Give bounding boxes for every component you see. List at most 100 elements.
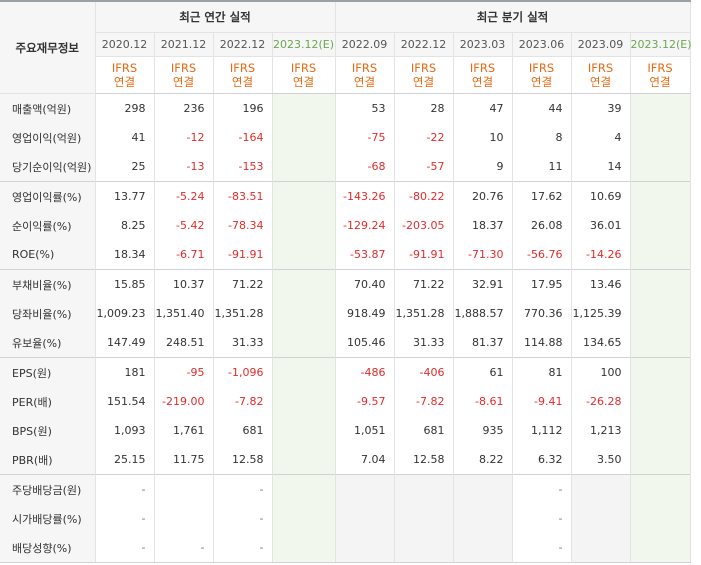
table-cell: -12 [154,123,214,152]
row-label: 시가배당률(%) [0,504,96,533]
table-cell: 1,125.39 [571,299,631,328]
table-cell: 28 [394,93,454,123]
row-label: PBR(배) [0,445,96,475]
table-row: 부채비율(%) 15.85 10.37 71.22 70.40 71.22 32.91 17.… [0,269,691,299]
table-cell: -9.41 [512,387,572,416]
period-header: 2022.12 [213,32,273,57]
table-row: PER(배) 151.54 -219.00 -7.82 -9.57 -7.82 -8.61-… [0,387,691,416]
period-header: 2022.12 [394,32,454,57]
table-cell [630,123,691,152]
period-header: 2023.12(E) [630,32,692,57]
table-cell [272,328,336,358]
period-header: 2023.06 [512,32,572,57]
table-cell: -78.34 [213,211,273,240]
table-cell: -5.24 [154,181,214,211]
table-cell [453,504,513,533]
table-row: EPS(원) 181 -95 -1,096 -486 -406 61 81 100 [0,357,691,387]
table-cell [334,533,395,563]
table-cell: 17.95 [512,269,572,299]
table-cell: 81 [512,357,572,387]
table-cell: 71.22 [394,269,454,299]
table-cell [272,240,336,270]
table-cell: 25 [95,152,155,182]
table-cell: - [512,504,572,533]
table-row: 당기순이익(억원) 25 -13 -153 -68 -57 9 11 14 [0,152,691,182]
table-cell [453,533,513,563]
table-cell: 1,351.40 [154,299,214,328]
table-cell: -68 [334,152,395,182]
basis-ifrs: IFRS [410,61,437,75]
table-cell: -129.24 [334,211,395,240]
table-cell: 47 [453,93,513,123]
table-cell [272,504,336,533]
basis-consolidated: 연결 [353,75,376,89]
table-cell: -5.42 [154,211,214,240]
table-cell: -26.28 [571,387,631,416]
table-cell: 31.33 [213,328,273,358]
row-label: 당좌비율(%) [0,299,96,328]
table-cell: 12.58 [213,445,273,475]
basis-consolidated: 연결 [412,75,435,89]
table-row: PBR(배) 25.15 11.75 12.58 7.04 12.58 8.22 6.32 3.… [0,445,691,475]
basis-header: IFRS 연결 [394,56,454,94]
basis-ifrs: IFRS [111,61,138,75]
basis-header: IFRS 연결 [154,56,214,94]
table-cell [272,152,336,182]
table-cell: 53 [334,93,395,123]
basis-ifrs: IFRS [469,61,496,75]
table-cell: -143.26 [334,181,395,211]
table-cell: 248.51 [154,328,214,358]
table-cell: 71.22 [213,269,273,299]
table-cell: - [512,474,572,504]
row-label: 매출액(억원) [0,93,96,123]
table-cell: 15.85 [95,269,155,299]
basis-consolidated: 연결 [172,75,195,89]
table-cell: -91.91 [213,240,273,270]
table-cell [453,474,513,504]
table-cell: - [95,474,155,504]
table-cell: 13.77 [95,181,155,211]
table-cell: 10.69 [571,181,631,211]
row-label: 유보율(%) [0,328,96,358]
table-row: ROE(%) 18.34 -6.71 -91.91 -53.87 -91.91 -71.30… [0,240,691,270]
table-cell: 1,761 [154,416,214,445]
table-cell: - [512,533,572,563]
period-header: 2022.09 [334,32,395,57]
table-cell [272,299,336,328]
table-cell: -9.57 [334,387,395,416]
table-cell: 70.40 [334,269,395,299]
table-cell: 1,051 [334,416,395,445]
table-cell: -22 [394,123,454,152]
table-cell: 11 [512,152,572,182]
basis-consolidated: 연결 [113,75,136,89]
basis-ifrs: IFRS [587,61,614,75]
table-row: 시가배당률(%) - - - [0,504,691,533]
table-row: 영업이익률(%) 13.77 -5.24 -83.51 -143.26 -80.22 20.… [0,181,691,211]
table-cell [571,474,631,504]
basis-ifrs: IFRS [170,61,197,75]
table-cell: 6.32 [512,445,572,475]
basis-header: IFRS 연결 [571,56,631,94]
table-cell: 3.50 [571,445,631,475]
row-label: 영업이익률(%) [0,181,96,211]
table-cell: 4 [571,123,631,152]
table-cell: 1,213 [571,416,631,445]
basis-header: IFRS 연결 [334,56,395,94]
table-cell: 1,093 [95,416,155,445]
table-cell: 181 [95,357,155,387]
table-cell [630,416,691,445]
table-cell: 9 [453,152,513,182]
table-cell [394,504,454,533]
table-cell: 935 [453,416,513,445]
basis-header: IFRS 연결 [512,56,572,94]
table-cell: 1,351.28 [213,299,273,328]
table-cell [630,152,691,182]
table-cell [272,93,336,123]
table-cell [630,181,691,211]
table-cell: -91.91 [394,240,454,270]
table-cell: 681 [213,416,273,445]
table-cell: 32.91 [453,269,513,299]
table-row: 당좌비율(%) 1,009.23 1,351.40 1,351.28 918.49 1,3… [0,299,691,328]
table-cell [630,269,691,299]
table-cell [630,504,691,533]
